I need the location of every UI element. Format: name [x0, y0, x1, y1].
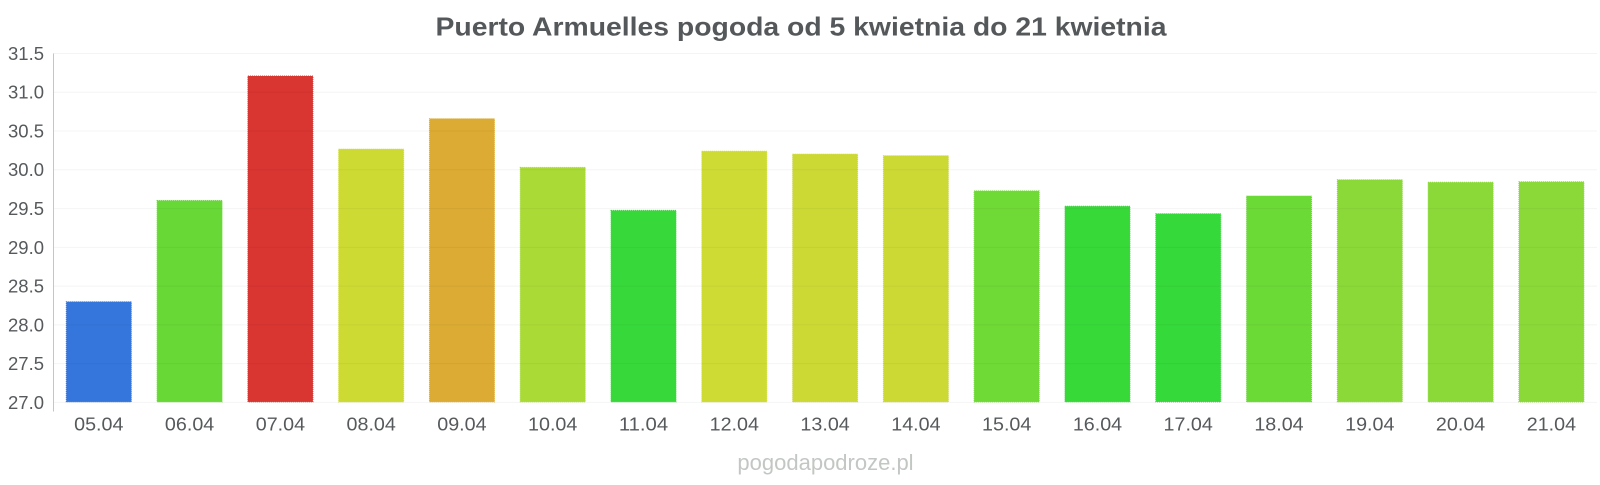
svg-text:19.04: 19.04 [1345, 415, 1394, 435]
svg-text:06.04: 06.04 [165, 415, 214, 435]
svg-text:31.5: 31.5 [8, 44, 44, 64]
svg-text:21.04: 21.04 [1527, 415, 1576, 435]
svg-text:14.04: 14.04 [891, 415, 940, 435]
svg-text:30.5: 30.5 [8, 121, 44, 141]
svg-text:16.04: 16.04 [1073, 415, 1122, 435]
svg-text:05.04: 05.04 [74, 415, 123, 435]
svg-text:27.0: 27.0 [8, 393, 44, 413]
svg-text:29.0: 29.0 [8, 238, 44, 258]
svg-text:17.04: 17.04 [1164, 415, 1213, 435]
svg-text:pogodapodroze.pl: pogodapodroze.pl [737, 450, 913, 475]
svg-text:12.04: 12.04 [710, 415, 759, 435]
svg-text:20.04: 20.04 [1436, 415, 1485, 435]
svg-text:28.0: 28.0 [8, 315, 44, 335]
svg-text:27.5: 27.5 [8, 354, 44, 374]
svg-text:18.04: 18.04 [1254, 415, 1303, 435]
svg-text:31.0: 31.0 [8, 83, 44, 103]
svg-text:29.5: 29.5 [8, 199, 44, 219]
svg-text:Puerto Armuelles pogoda od 5 k: Puerto Armuelles pogoda od 5 kwietnia do… [436, 12, 1168, 42]
svg-text:30.0: 30.0 [8, 160, 44, 180]
svg-text:13.04: 13.04 [800, 415, 849, 435]
svg-text:08.04: 08.04 [347, 415, 396, 435]
svg-text:10.04: 10.04 [528, 415, 577, 435]
svg-text:11.04: 11.04 [619, 415, 668, 435]
svg-text:28.5: 28.5 [8, 277, 44, 297]
svg-text:09.04: 09.04 [437, 415, 486, 435]
svg-text:15.04: 15.04 [982, 415, 1031, 435]
svg-text:07.04: 07.04 [256, 415, 305, 435]
